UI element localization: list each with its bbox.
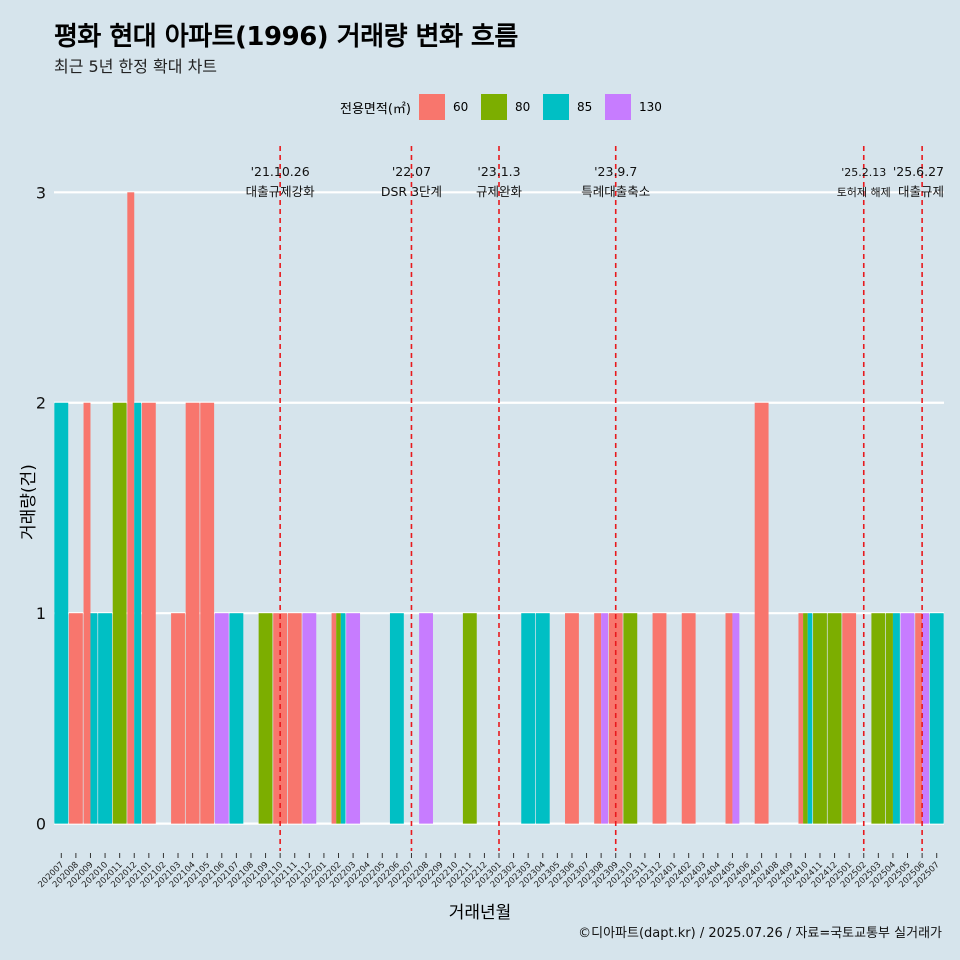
bar-202506-130 xyxy=(922,613,930,824)
y-axis-label: 거래량(건) xyxy=(19,464,39,540)
bar-202206-85 xyxy=(389,613,404,824)
legend-swatch-85 xyxy=(542,94,569,120)
bar-202007-85 xyxy=(54,402,69,824)
bar-202112-130 xyxy=(302,613,317,824)
bar-202407-60 xyxy=(754,402,769,824)
bar-202009-60 xyxy=(83,402,91,824)
bar-202107-85 xyxy=(229,613,244,824)
bar-202505-130 xyxy=(900,613,915,824)
legend-title: 전용면적(㎡) xyxy=(340,101,411,117)
bar-202405-60 xyxy=(725,613,733,824)
bar-202308-130 xyxy=(601,613,609,824)
x-axis-label: 거래년월 xyxy=(448,903,512,923)
legend-label-60: 60 xyxy=(452,100,469,114)
bar-202402-60 xyxy=(681,613,696,824)
legend-swatch-130 xyxy=(604,94,631,120)
event-name-label: 대출규제강화 xyxy=(246,184,316,199)
bar-202202-80 xyxy=(336,613,341,824)
bar-202308-60 xyxy=(594,613,602,824)
bar-202106-130 xyxy=(214,613,229,824)
bar-202312-60 xyxy=(652,613,667,824)
bar-202008-60 xyxy=(68,613,83,824)
bar-202410-80 xyxy=(803,613,808,824)
bar-202012-60 xyxy=(127,192,135,824)
caption: ©디아파트(dapt.kr) / 2025.07.26 / 자료=국토교통부 실… xyxy=(578,926,942,941)
bar-202306-60 xyxy=(565,613,579,824)
event-name-label: DSR 3단계 xyxy=(381,184,442,199)
bar-202202-85 xyxy=(340,613,346,824)
y-tick-label: 3 xyxy=(36,183,46,202)
bar-202011-80 xyxy=(112,402,127,824)
bar-202504-85 xyxy=(892,613,900,824)
bar-202103-60 xyxy=(171,613,185,824)
event-date-label: '22.07 xyxy=(392,164,431,179)
event-date-label: '23.9.7 xyxy=(594,164,637,179)
bar-202503-80 xyxy=(871,613,886,824)
bar-202010-85 xyxy=(98,613,112,824)
bar-202104-60 xyxy=(185,402,200,824)
event-date-label: '23.1.3 xyxy=(477,164,520,179)
bar-202202-60 xyxy=(331,613,337,824)
legend-item-80: 80 xyxy=(480,94,539,120)
legend: 전용면적(㎡) 60 80 85 130 xyxy=(340,94,667,120)
legend-item-85: 85 xyxy=(542,94,601,120)
legend-label-130: 130 xyxy=(638,100,662,114)
bar-202203-130 xyxy=(346,613,361,824)
bar-202411-80 xyxy=(813,613,827,824)
legend-swatch-80 xyxy=(480,94,507,120)
bar-202501-60 xyxy=(842,613,857,824)
y-tick-label: 0 xyxy=(36,815,46,834)
event-date-label: '25.6.27 xyxy=(893,164,944,179)
bar-202111-60 xyxy=(287,613,302,824)
y-tick-label: 2 xyxy=(36,394,46,413)
legend-label-80: 80 xyxy=(514,100,531,114)
bar-202410-85 xyxy=(807,613,813,824)
event-name-label: 토허제 해제 xyxy=(837,185,891,199)
bar-202208-130 xyxy=(419,613,433,824)
bar-202410-60 xyxy=(798,613,804,824)
bar-202506-60 xyxy=(915,613,923,824)
bar-202504-80 xyxy=(886,613,893,824)
chart-subtitle: 최근 5년 한정 확대 차트 xyxy=(54,57,218,76)
bar-202101-60 xyxy=(141,402,156,824)
bar-202105-60 xyxy=(200,402,215,824)
legend-label-85: 85 xyxy=(576,100,593,114)
y-tick-label: 1 xyxy=(36,604,46,623)
bar-202310-80 xyxy=(623,613,638,824)
bar-202109-80 xyxy=(258,613,273,824)
event-date-label: '25.2.13 xyxy=(841,166,886,179)
bar-202211-80 xyxy=(462,613,477,824)
chart-title: 평화 현대 아파트(1996) 거래량 변화 흐름 xyxy=(54,22,518,52)
bar-202110-60 xyxy=(273,613,288,824)
event-name-label: 규제완화 xyxy=(476,184,523,199)
event-date-label: '21.10.26 xyxy=(251,164,310,179)
bar-202405-130 xyxy=(732,613,740,824)
event-name-label: 대출규제 xyxy=(898,184,944,199)
bar-202304-85 xyxy=(535,613,550,824)
bar-202012-85 xyxy=(134,402,142,824)
legend-swatch-60 xyxy=(418,94,445,120)
bar-202412-80 xyxy=(827,613,842,824)
bar-202303-85 xyxy=(521,613,536,824)
bar-202309-60 xyxy=(608,613,623,824)
bar-202009-85 xyxy=(90,613,98,824)
bar-202507-85 xyxy=(929,613,944,824)
event-name-label: 특례대출축소 xyxy=(581,184,650,199)
legend-item-130: 130 xyxy=(604,94,663,120)
legend-item-60: 60 xyxy=(418,94,477,120)
